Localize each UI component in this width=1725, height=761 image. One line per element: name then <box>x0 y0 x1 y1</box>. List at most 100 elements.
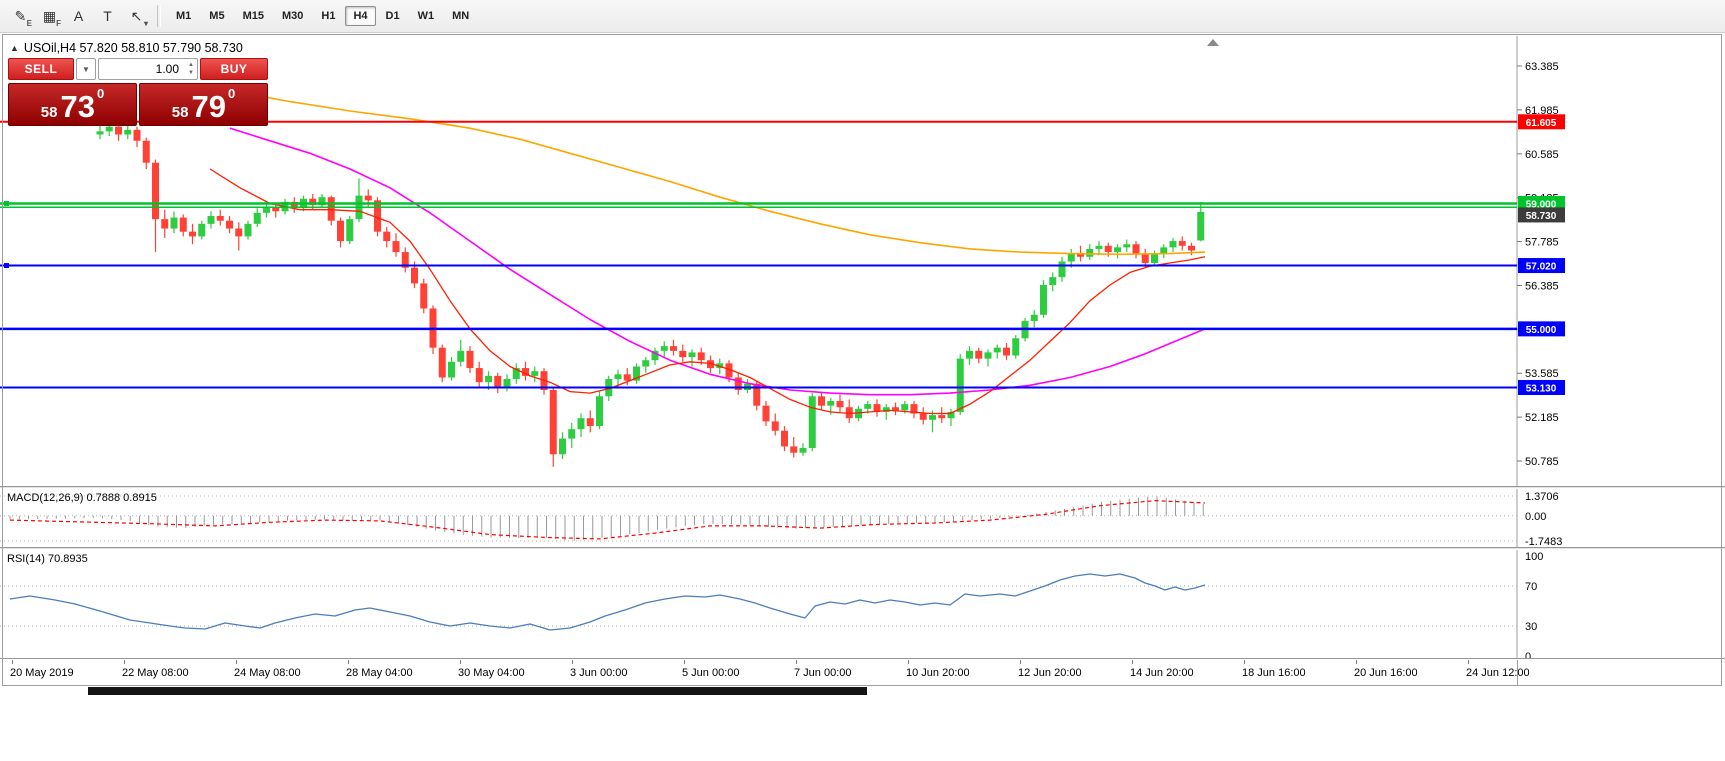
candle-body <box>993 347 1001 353</box>
rsi-label: RSI(14) 70.8935 <box>7 553 88 565</box>
timeframe-button-m5[interactable]: M5 <box>209 10 225 22</box>
candle-body <box>1040 284 1047 315</box>
candle-body <box>327 197 335 221</box>
time-axis[interactable]: 20 May 2019 22 May 08:00 24 May 08:00 28 Ma… <box>0 660 1725 686</box>
candle-body <box>318 197 326 206</box>
candle-body <box>124 129 132 135</box>
price-tick-label: 56.385 <box>1525 280 1559 292</box>
timeframe-button-mn[interactable]: MN <box>452 10 470 22</box>
time-label: 20 Jun 16:00 <box>1354 667 1418 679</box>
candle-body <box>623 374 631 381</box>
time-label: 24 Jun 12:00 <box>1466 667 1530 679</box>
pane-splitter[interactable] <box>0 486 1725 489</box>
candle-body <box>725 363 733 378</box>
candle-body <box>494 375 502 389</box>
level-handle[interactable] <box>4 200 9 206</box>
candles-group <box>96 117 1205 467</box>
candle-body <box>559 438 566 455</box>
candle-body <box>457 350 465 362</box>
candle-body <box>161 219 169 229</box>
candle-body <box>1067 253 1075 262</box>
candle-body <box>781 430 788 447</box>
candle-body <box>947 411 955 419</box>
buy-price-display[interactable]: 58 79 0 <box>139 83 268 126</box>
text-label-icon[interactable]: A <box>73 8 84 24</box>
sell-button[interactable]: SELL <box>8 58 74 80</box>
cursor-tool-icon[interactable]: ↖ ▾ <box>130 8 148 28</box>
volume-down-button[interactable]: ▼ <box>188 70 194 76</box>
volume-input[interactable] <box>99 59 197 79</box>
level-handle[interactable] <box>4 263 9 269</box>
time-label: 12 Jun 20:00 <box>1018 667 1082 679</box>
macd-indicator-pane[interactable]: 1.3706 0.00 -1.7483 <box>0 489 1725 547</box>
macd-histogram <box>9 496 1204 541</box>
buy-price-whole: 58 <box>171 104 189 121</box>
macd-signal-line <box>9 500 1206 540</box>
one-click-toggle-icon[interactable]: ▲ <box>10 43 19 53</box>
candle-body <box>966 350 973 359</box>
candle-body <box>401 252 409 268</box>
text-box-icon[interactable]: T <box>103 8 112 24</box>
rsi-indicator-pane[interactable]: 100 70 30 0 <box>0 550 1725 658</box>
candle-body <box>115 126 122 135</box>
timeframe-button-h1[interactable]: H1 <box>321 10 336 22</box>
candle-body <box>975 350 983 359</box>
candle-body <box>1160 247 1168 254</box>
candle-body <box>253 212 261 224</box>
time-tick <box>460 660 461 664</box>
candle-body <box>170 217 178 229</box>
pane-splitter[interactable] <box>0 547 1725 550</box>
candle-body <box>142 140 150 163</box>
candle-body <box>1086 248 1094 257</box>
chart-shift-marker-icon[interactable] <box>1207 39 1219 46</box>
time-label: 3 Jun 00:00 <box>570 667 628 679</box>
candle-body <box>207 216 215 224</box>
time-label: 10 Jun 20:00 <box>906 667 970 679</box>
price-tick-label: 60.585 <box>1525 149 1559 161</box>
price-tick-label: 61.985 <box>1525 105 1559 117</box>
candle-body <box>753 383 761 406</box>
time-label: 7 Jun 00:00 <box>794 667 852 679</box>
timeframe-button-m30[interactable]: M30 <box>281 10 304 22</box>
candle-body <box>651 350 659 361</box>
candle-body <box>374 200 381 232</box>
volume-dropdown-button[interactable]: ▼ <box>76 58 96 80</box>
candle-body <box>235 228 243 237</box>
time-tick <box>908 660 909 664</box>
timeframe-button-d1[interactable]: D1 <box>385 10 400 22</box>
candle-body <box>1178 241 1186 246</box>
trade-panel-controls: SELL ▼ ▲ ▼ BUY <box>8 58 268 80</box>
timeframe-button-m15[interactable]: M15 <box>242 10 264 22</box>
candle-body <box>633 366 640 381</box>
candle-body <box>133 129 141 141</box>
rsi-tick-label: 100 <box>1525 551 1543 563</box>
candle-body <box>771 421 779 431</box>
timeframe-button-m1[interactable]: M1 <box>176 10 192 22</box>
timeframe-button-h4[interactable]: H4 <box>345 6 376 26</box>
time-tick <box>572 660 573 664</box>
price-tag: 53.130 <box>1518 379 1565 395</box>
buy-button[interactable]: BUY <box>200 58 268 80</box>
ma-magenta-line <box>229 127 1206 396</box>
trade-panel-prices: 58 73 0 58 79 0 <box>8 83 268 126</box>
chart-template-icon[interactable]: ✎ E <box>14 8 32 28</box>
sell-price-display[interactable]: 58 73 0 <box>8 83 137 126</box>
toolbar: ✎ E ▦ F A T ↖ ▾ M1 M5 M15 M30 H1 H4 D1 W1 MN <box>0 0 1725 33</box>
volume-up-button[interactable]: ▲ <box>188 62 194 68</box>
time-label: 18 Jun 16:00 <box>1242 667 1306 679</box>
candle-body <box>1077 253 1084 257</box>
candle-body <box>845 407 853 419</box>
candle-body <box>226 220 233 229</box>
candle-body <box>512 368 520 380</box>
macd-tick-label: 1.3706 <box>1525 491 1559 503</box>
candle-body <box>438 347 446 378</box>
time-tick <box>348 660 349 664</box>
grid-icon[interactable]: ▦ F <box>42 8 61 28</box>
timeframe-button-w1[interactable]: W1 <box>417 10 435 22</box>
candle-body <box>503 379 511 389</box>
main-chart-pane[interactable]: 63.38561.98560.58559.18557.78556.38554.9… <box>0 36 1725 486</box>
macd-label: MACD(12,26,9) 0.7888 0.8915 <box>7 492 157 504</box>
candle-body <box>346 219 354 242</box>
candle-body <box>836 400 844 408</box>
